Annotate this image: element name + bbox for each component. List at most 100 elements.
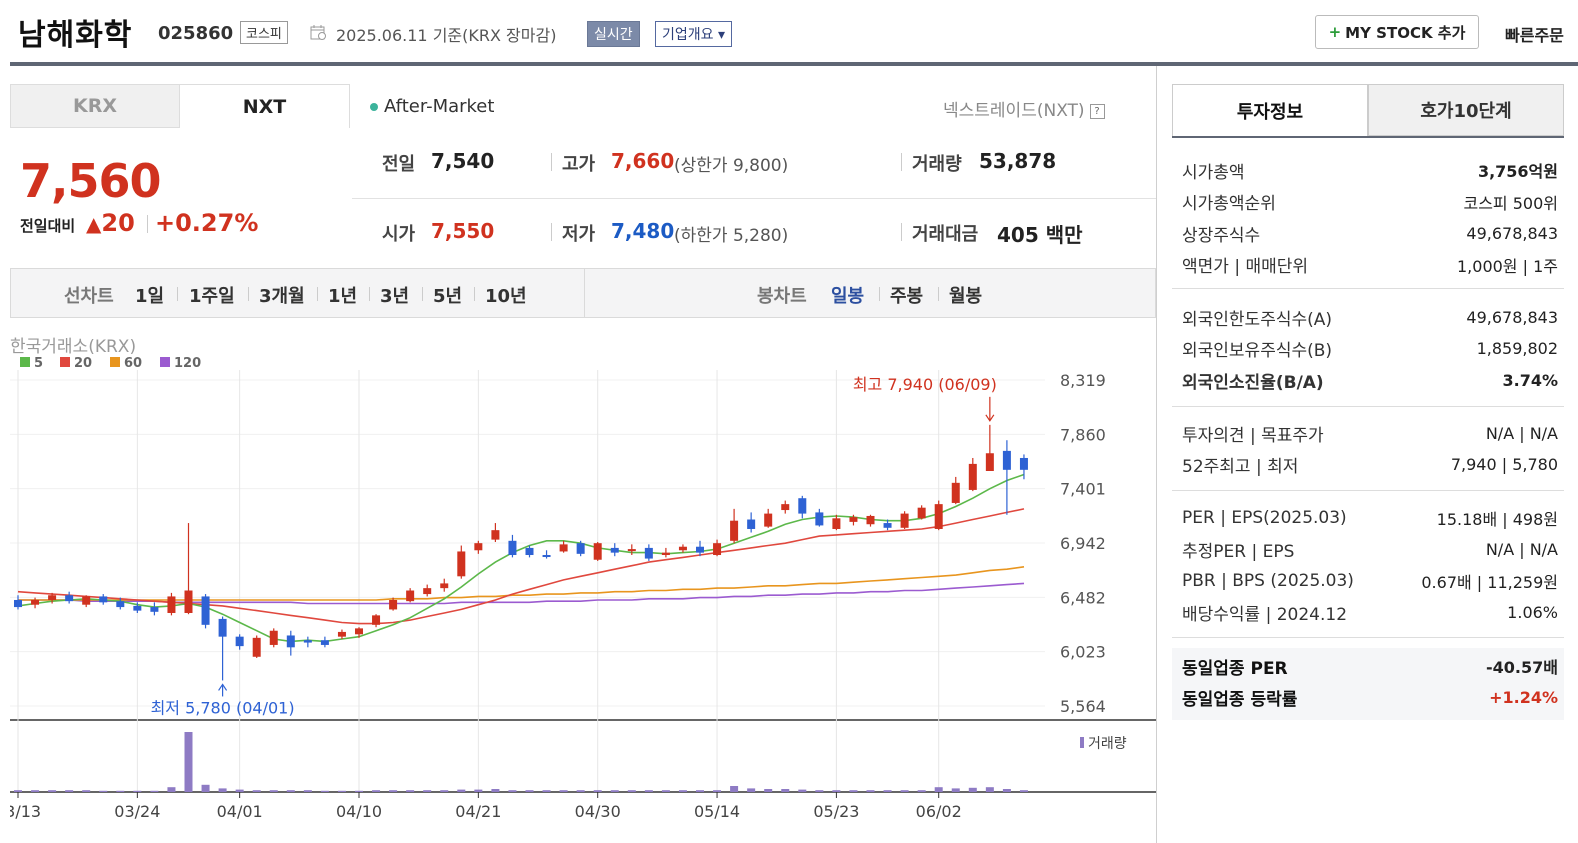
tab-krx[interactable]: KRX [10, 84, 180, 128]
period-1w[interactable]: 1주일 [189, 286, 235, 307]
lower-limit: (하한가 5,280) [674, 226, 789, 246]
candle-body [116, 601, 125, 608]
section-divider [1172, 288, 1564, 289]
volume-bar [696, 790, 704, 792]
invest-row-value: 1,859,802 [1476, 339, 1558, 358]
add-mystock-button[interactable]: + MY STOCK 추가 [1315, 15, 1479, 49]
invest-row: 배당수익률 | 2024.12 1.06% [1182, 601, 1558, 625]
invest-row-label: 상장주식수 [1182, 225, 1261, 246]
candle-body [218, 618, 227, 637]
company-overview-dropdown[interactable]: 기업개요 ▾ [655, 21, 732, 47]
candle-body [934, 504, 943, 529]
candle-body [781, 504, 790, 511]
volume-bar [218, 788, 227, 792]
invest-row: 추정PER | EPS N/A | N/A [1182, 538, 1558, 562]
period-3m[interactable]: 3개월 [259, 286, 305, 307]
candle-body [286, 635, 295, 648]
period-5y[interactable]: 5년 [433, 286, 463, 307]
legend-label-ma5: 5 [34, 356, 43, 371]
candle-body [593, 543, 602, 560]
volume-bar [542, 790, 551, 792]
tab-invest-info[interactable]: 투자정보 [1172, 84, 1368, 136]
invest-row-value: +1.24% [1489, 688, 1558, 707]
change-percent: +0.27% [155, 209, 259, 237]
divider [551, 223, 552, 241]
candle-body [866, 515, 875, 525]
legend-swatch-ma60 [110, 357, 120, 367]
divider [422, 287, 423, 301]
legend-swatch-ma120 [160, 357, 170, 367]
candle-daily[interactable]: 일봉 [831, 286, 865, 307]
y-tick-label: 5,564 [1060, 697, 1106, 716]
invest-row-label: 외국인소진율(B/A) [1182, 372, 1324, 393]
volume-bar [372, 790, 381, 792]
legend-label-ma60: 60 [124, 356, 142, 371]
invest-row-label: 외국인보유주식수(B) [1182, 341, 1333, 361]
candle-body [559, 544, 568, 552]
invest-row: PER | EPS(2025.03) 15.18배 | 498원 [1182, 506, 1558, 530]
divider [879, 287, 880, 301]
volume-bar [593, 790, 602, 792]
realtime-button[interactable]: 실시간 [587, 21, 640, 47]
tab-nxt[interactable]: NXT [180, 84, 350, 128]
status-dot-icon [370, 103, 378, 111]
candle-weekly[interactable]: 주봉 [890, 286, 924, 307]
volume-bar [474, 789, 483, 792]
candle-body [372, 615, 381, 625]
x-tick-label: 06/02 [916, 802, 962, 821]
row-divider [352, 198, 1156, 199]
divider [901, 223, 902, 241]
prev-close-label: 전일 [382, 154, 416, 175]
volume-bar [644, 790, 653, 792]
volume-bar [934, 787, 943, 792]
candle-monthly[interactable]: 월봉 [949, 286, 983, 307]
candle-body [883, 523, 892, 528]
period-10y[interactable]: 10년 [485, 286, 527, 307]
candle-body [900, 513, 909, 528]
quick-order-link[interactable]: 빠른주문 [1505, 26, 1564, 45]
invest-row: 외국인소진율(B/A) 3.74% [1182, 368, 1558, 393]
volume-bar [730, 786, 739, 792]
volume-bar [48, 790, 57, 792]
invest-row: 액면가 | 매매단위 1,000원 | 1주 [1182, 253, 1558, 278]
candle-body [985, 453, 994, 471]
invest-row-label: 시가총액 [1182, 162, 1245, 183]
nxt-info-label: 넥스트레이드(NXT) [943, 101, 1085, 121]
divider [147, 215, 148, 233]
volume-bar [832, 790, 841, 792]
period-1d[interactable]: 1일 [135, 286, 165, 307]
candle-body [337, 631, 346, 637]
change-label: 전일대비 [20, 217, 76, 235]
tab-orderbook[interactable]: 호가10단계 [1368, 84, 1564, 136]
candle-body [542, 555, 551, 558]
volume-bar [678, 790, 687, 792]
invest-row-value: 3,756억원 [1477, 162, 1558, 181]
trade-amount-label: 거래대금 [912, 224, 979, 245]
low-label: 저가 [562, 224, 596, 245]
candle-body [167, 596, 176, 613]
help-icon[interactable]: ? [1089, 103, 1105, 119]
candle-body [525, 547, 534, 556]
candle-body [696, 546, 704, 553]
period-1y[interactable]: 1년 [328, 286, 358, 307]
invest-row: 투자의견 | 목표주가 N/A | N/A [1182, 421, 1558, 446]
open-value: 7,550 [431, 219, 495, 243]
candle-body [201, 596, 210, 625]
candle-body [713, 543, 722, 556]
candle-body [968, 463, 977, 490]
trade-amount-value: 405 백만 [997, 223, 1083, 247]
candle-body [48, 595, 57, 600]
price-chart[interactable]: 한국거래소(KRX)5 20 60 120 8,319 7,860 7,401 6,942 6,… [10, 330, 1156, 840]
invest-row: 52주최고 | 최저 7,940 | 5,780 [1182, 453, 1558, 477]
add-mystock-label: MY STOCK 추가 [1345, 23, 1466, 42]
volume-bar [951, 788, 960, 792]
y-tick-label: 6,482 [1060, 588, 1106, 607]
divider [177, 287, 178, 301]
divider [248, 287, 249, 301]
nxt-info-link[interactable]: 넥스트레이드(NXT)? [943, 96, 1105, 121]
ma5-line [17, 473, 1025, 643]
candle-body [133, 605, 142, 611]
max-annotation: 최고 7,940 (06/09) [853, 375, 997, 394]
period-3y[interactable]: 3년 [380, 286, 410, 307]
y-tick-label: 7,860 [1060, 425, 1106, 444]
